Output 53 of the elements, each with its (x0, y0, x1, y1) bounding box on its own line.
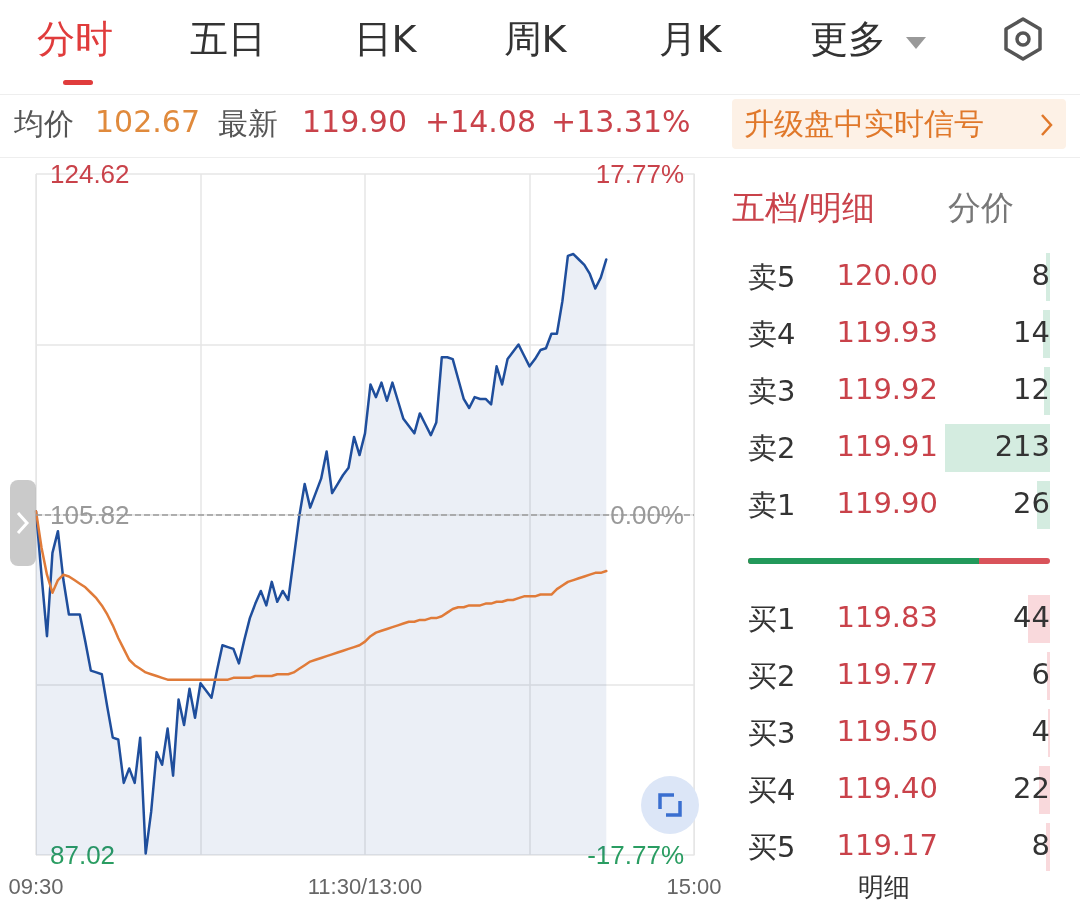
text: 最新 (218, 105, 278, 143)
y-tick-label: 124.62 (50, 159, 130, 189)
text: 120.00 (835, 258, 938, 292)
text: 119.91 (835, 429, 938, 463)
y-tick-label: 87.02 (50, 840, 116, 870)
data-label: 44 (1012, 600, 1050, 634)
text: 119.40 (835, 771, 938, 805)
x-tick-label: 09:30 (8, 873, 64, 899)
text: 119.90 (835, 486, 938, 520)
y-tick-label: 卖3 (748, 373, 796, 410)
text: 119.83 (835, 600, 938, 634)
text: 102.67 (95, 104, 200, 139)
y-tick-label: 卖5 (748, 259, 796, 296)
text: 119.77 (835, 657, 938, 691)
y-tick-label: 买2 (748, 658, 796, 695)
text: +13.31% (551, 104, 691, 139)
text: 日K (352, 16, 418, 63)
text: 明细 (858, 871, 910, 904)
y2-tick-label: 17.77% (595, 159, 684, 189)
y-tick-label: 买1 (748, 601, 796, 638)
data-label: 213 (993, 429, 1050, 463)
data-label: 22 (1012, 771, 1050, 805)
data-label: 14 (1012, 315, 1050, 349)
chart-title: 五档/明细 (732, 187, 876, 229)
text: 119.50 (835, 714, 938, 748)
text: 119.93 (835, 315, 938, 349)
data-label: 4 (1030, 714, 1050, 748)
text: 分价 (948, 187, 1014, 229)
y-tick-label: 买5 (748, 829, 796, 866)
data-label: 8 (1030, 828, 1050, 862)
y2-tick-label: -17.77% (587, 840, 684, 870)
data-label: 6 (1030, 657, 1050, 691)
data-label: 8 (1030, 258, 1050, 292)
x-tick-label: 11:30/13:00 (307, 873, 423, 899)
data-label: 12 (1012, 372, 1050, 406)
x-tick-label: 15:00 (666, 873, 722, 899)
text: 119.90 (302, 104, 407, 139)
y-tick-label: 卖2 (748, 430, 796, 467)
text: 119.17 (835, 828, 938, 862)
text: 升级盘中实时信号 (744, 105, 984, 143)
y-tick-label: 卖4 (748, 316, 796, 353)
text: 周K (502, 16, 568, 63)
y-tick-label: 买3 (748, 715, 796, 752)
y-tick-label: 买4 (748, 772, 796, 809)
text: 五日 (189, 16, 267, 63)
data-label: 26 (1012, 486, 1050, 520)
y-tick-label: 卖1 (748, 487, 796, 524)
text: 均价 (14, 105, 74, 143)
text: 119.92 (835, 372, 938, 406)
text: 更多 (809, 16, 887, 63)
text: 分时 (36, 16, 114, 63)
text: 月K (657, 16, 723, 63)
text: +14.08 (425, 104, 537, 139)
